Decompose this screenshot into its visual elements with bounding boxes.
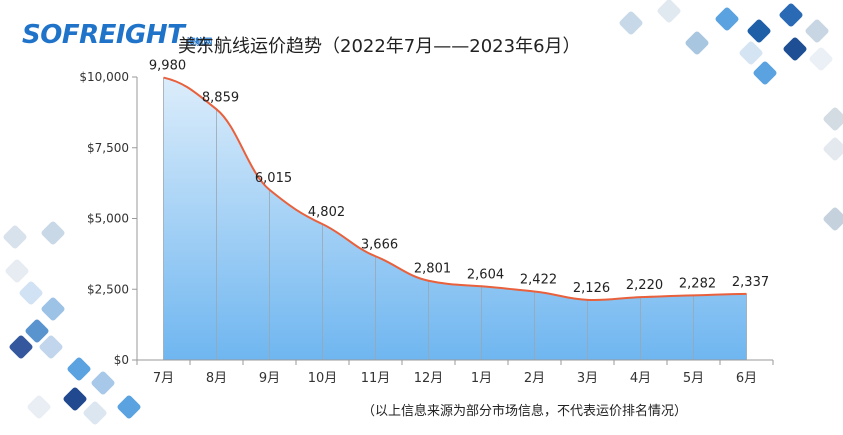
decor-square [41, 297, 65, 321]
decor-square [117, 395, 141, 419]
decor-square [25, 319, 49, 343]
data-label: 6,015 [255, 171, 292, 186]
data-label: 9,980 [149, 59, 186, 74]
y-tick-label: $5,000 [87, 212, 129, 226]
logo-subtext: 搜航网 [186, 38, 212, 48]
decorative-squares [3, 0, 843, 425]
decor-square [747, 19, 771, 43]
decor-square [63, 387, 87, 411]
x-tick-label: 8月 [206, 371, 227, 386]
decor-square [805, 19, 829, 43]
x-tick-label: 10月 [308, 371, 338, 386]
y-tick-label: $7,500 [87, 141, 129, 155]
decor-square [739, 41, 763, 65]
decor-square [823, 207, 843, 231]
data-label: 4,802 [308, 205, 345, 220]
decor-square [83, 401, 107, 425]
decor-square [619, 11, 643, 35]
decor-square [657, 0, 681, 23]
data-label: 8,859 [202, 90, 239, 105]
logo-text: SOFREIGHT [22, 20, 185, 50]
footnote: （以上信息来源为部分市场信息，不代表运价排名情况） [362, 404, 688, 419]
decor-square [823, 137, 843, 161]
chart-title: 美东航线运价趋势（2022年7月——2023年6月） [178, 36, 581, 57]
x-tick-label: 7月 [153, 371, 174, 386]
decor-square [823, 107, 843, 131]
y-tick-label: $2,500 [87, 282, 129, 296]
series-line [163, 76, 747, 301]
decor-square [5, 259, 29, 283]
data-label: 2,220 [626, 278, 663, 293]
data-label: 2,604 [467, 267, 504, 282]
decor-square [9, 335, 33, 359]
decor-square [715, 7, 739, 31]
y-tick-label: $10,000 [79, 70, 129, 84]
y-tick-label: $0 [114, 353, 129, 367]
x-tick-label: 5月 [683, 371, 704, 386]
x-tick-label: 2月 [524, 371, 545, 386]
data-label: 3,666 [361, 237, 398, 252]
data-label: 2,282 [679, 276, 716, 291]
decor-square [91, 371, 115, 395]
data-label: 2,801 [414, 262, 451, 277]
data-label: 2,126 [573, 281, 610, 296]
data-label: 2,422 [520, 272, 557, 287]
decor-square [27, 395, 51, 419]
decor-square [67, 357, 91, 381]
x-tick-label: 3月 [577, 371, 598, 386]
x-tick-label: 4月 [630, 371, 651, 386]
x-tick-label: 1月 [471, 371, 492, 386]
brand-logo: SOFREIGHT 搜航网 [22, 20, 212, 50]
decor-square [19, 281, 43, 305]
decor-square [779, 3, 803, 27]
data-label: 2,337 [732, 275, 769, 290]
decor-square [3, 225, 27, 249]
x-tick-label: 11月 [361, 371, 391, 386]
x-tick-label: 12月 [414, 371, 444, 386]
decor-square [41, 221, 65, 245]
decor-square [39, 335, 63, 359]
decor-square [685, 31, 709, 55]
x-tick-label: 9月 [259, 371, 280, 386]
decor-square [783, 37, 807, 61]
decor-square [809, 47, 833, 71]
area-fill [163, 77, 747, 360]
decor-square [753, 61, 777, 85]
x-tick-label: 6月 [736, 371, 757, 386]
